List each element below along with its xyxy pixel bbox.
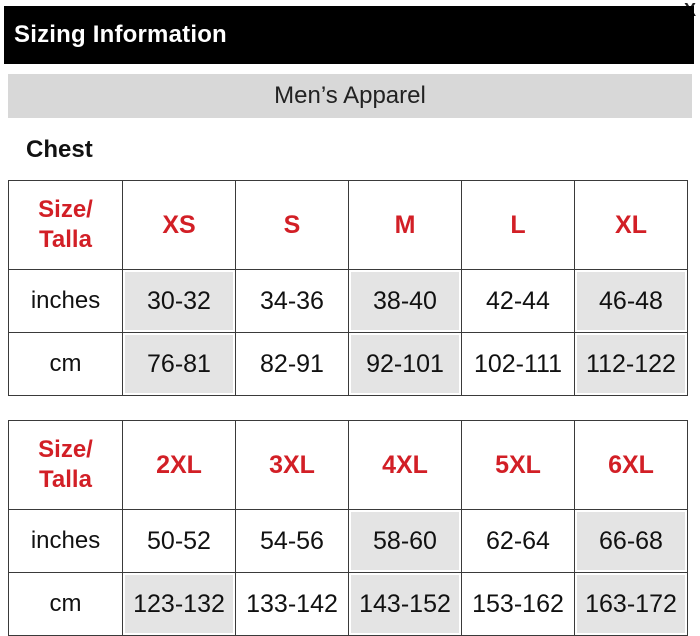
- size-5xl: 5XL: [461, 420, 575, 510]
- size-6xl: 6XL: [574, 420, 688, 510]
- size-l: L: [461, 180, 575, 270]
- table-cell: 133-142: [235, 572, 349, 636]
- cell-value: 143-152: [359, 589, 451, 618]
- table-cell: 66-68: [574, 509, 688, 573]
- table-cell: 92-101: [348, 332, 462, 396]
- page-title: Sizing Information: [14, 21, 227, 48]
- category-bar: Men’s Apparel: [8, 74, 692, 118]
- category-title: Men’s Apparel: [274, 82, 426, 109]
- table-cell: 46-48: [574, 269, 688, 333]
- table-cell: 34-36: [235, 269, 349, 333]
- cell-value: 163-172: [585, 589, 677, 618]
- table-cell: 30-32: [122, 269, 236, 333]
- cell-value: 123-132: [133, 589, 225, 618]
- cell-value: 112-122: [586, 349, 676, 378]
- section-title-chest: Chest: [26, 136, 93, 163]
- inches-row: inches 30-32 34-36 38-40 42-44 46-48: [8, 269, 688, 333]
- size-header-row: Size/ Talla XS S M L XL: [8, 180, 688, 270]
- table-cell: 112-122: [574, 332, 688, 396]
- cell-value: 38-40: [373, 286, 437, 315]
- table-cell: 42-44: [461, 269, 575, 333]
- table-cell: 82-91: [235, 332, 349, 396]
- table-cell: 163-172: [574, 572, 688, 636]
- table-cell: 50-52: [122, 509, 236, 573]
- size-m: M: [348, 180, 462, 270]
- talla-header-label: Talla: [39, 226, 92, 253]
- size-s: S: [235, 180, 349, 270]
- cell-value: 92-101: [366, 349, 444, 378]
- cell-value: 76-81: [147, 349, 211, 378]
- table-cell: 102-111: [461, 332, 575, 396]
- row-label-cm: cm: [8, 572, 123, 636]
- table-cell: 54-56: [235, 509, 349, 573]
- size-header-row: Size/ Talla 2XL 3XL 4XL 5XL 6XL: [8, 420, 688, 510]
- table-cell: 62-64: [461, 509, 575, 573]
- row-label-inches: inches: [8, 509, 123, 573]
- size-header-label: Size/: [38, 196, 93, 223]
- size-table-1: Size/ Talla XS S M L XL inches 30-32 34-…: [8, 180, 688, 396]
- table-cell: 38-40: [348, 269, 462, 333]
- talla-header-label: Talla: [39, 466, 92, 493]
- size-2xl: 2XL: [122, 420, 236, 510]
- cm-row: cm 76-81 82-91 92-101 102-111 112-122: [8, 332, 688, 396]
- cell-value: 66-68: [599, 526, 663, 555]
- size-4xl: 4XL: [348, 420, 462, 510]
- size-header-label: Size/: [38, 436, 93, 463]
- table-cell: 76-81: [122, 332, 236, 396]
- size-xl: XL: [574, 180, 688, 270]
- cm-row: cm 123-132 133-142 143-152 153-162 163-1…: [8, 572, 688, 636]
- table-cell: 58-60: [348, 509, 462, 573]
- row-label-inches: inches: [8, 269, 123, 333]
- size-3xl: 3XL: [235, 420, 349, 510]
- row-label-cm: cm: [8, 332, 123, 396]
- table-cell: 153-162: [461, 572, 575, 636]
- size-table-2: Size/ Talla 2XL 3XL 4XL 5XL 6XL inches 5…: [8, 420, 688, 636]
- header-bar: Sizing Information: [4, 6, 694, 64]
- size-header-cell: Size/ Talla: [8, 420, 123, 510]
- inches-row: inches 50-52 54-56 58-60 62-64 66-68: [8, 509, 688, 573]
- table-cell: 123-132: [122, 572, 236, 636]
- cell-value: 30-32: [147, 286, 211, 315]
- table-cell: 143-152: [348, 572, 462, 636]
- cell-value: 58-60: [373, 526, 437, 555]
- size-xs: XS: [122, 180, 236, 270]
- cell-value: 46-48: [599, 286, 663, 315]
- size-header-cell: Size/ Talla: [8, 180, 123, 270]
